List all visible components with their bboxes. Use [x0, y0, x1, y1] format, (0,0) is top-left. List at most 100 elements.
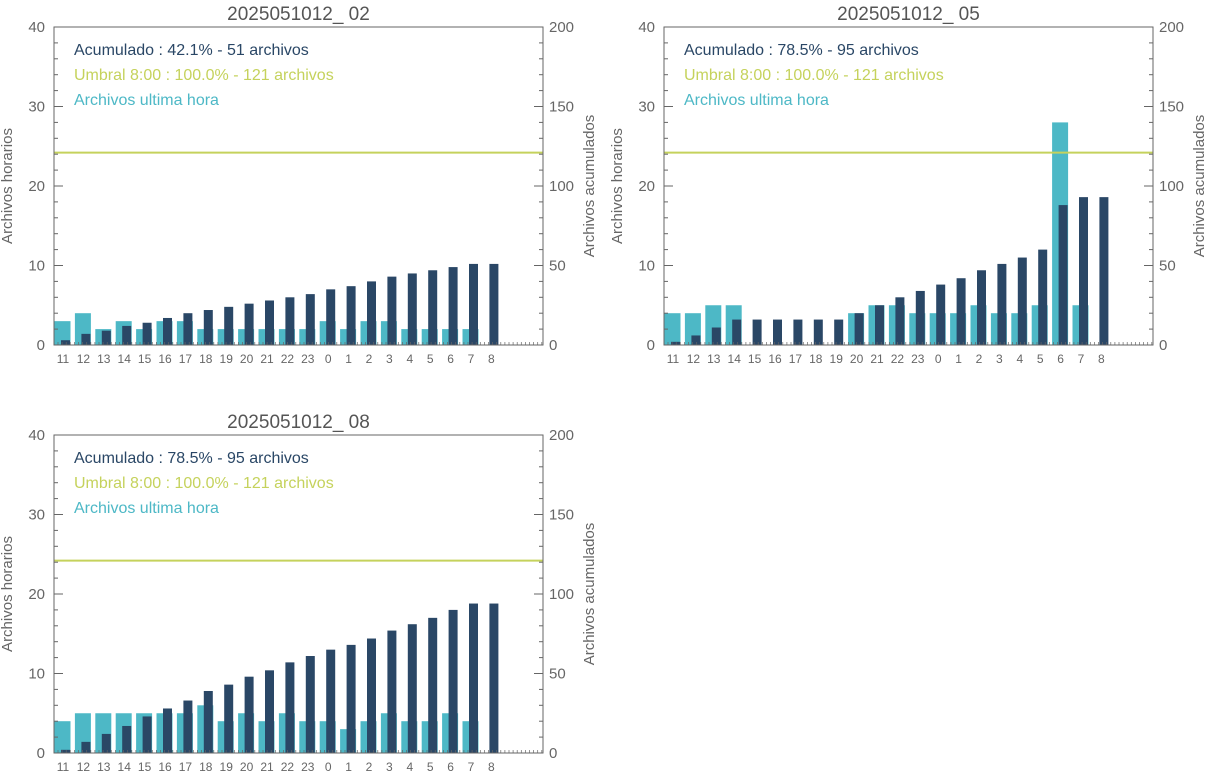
x-tick-label: 20 [850, 352, 864, 366]
y2-tick-label: 200 [549, 427, 574, 444]
accumulated-bar [387, 630, 397, 753]
y2-axis-label: Archivos acumulados [581, 115, 598, 258]
legend-entry: Archivos ultima hora [74, 500, 219, 517]
y2-tick-label: 200 [1159, 19, 1184, 36]
legend-entry: Acumulado : 78.5% - 95 archivos [74, 450, 309, 467]
accumulated-bar [936, 284, 946, 345]
y-tick-label: 10 [28, 666, 45, 683]
x-tick-label: 5 [427, 352, 434, 366]
hourly-bar [54, 721, 71, 753]
y-axis-label: Archivos horarios [609, 128, 626, 244]
x-tick-label: 12 [77, 760, 91, 771]
x-tick-label: 17 [179, 352, 193, 366]
accumulated-bar [61, 749, 70, 753]
y-tick-label: 10 [638, 258, 655, 275]
accumulated-bar [407, 273, 417, 345]
x-tick-label: 18 [199, 760, 213, 771]
y2-tick-label: 200 [549, 19, 574, 36]
x-tick-label: 12 [77, 352, 91, 366]
y-tick-label: 30 [28, 99, 45, 116]
accumulated-bar [1017, 257, 1027, 345]
x-tick-label: 7 [468, 352, 475, 366]
x-tick-label: 11 [667, 352, 680, 366]
accumulated-bar [346, 286, 356, 345]
accumulated-bar [956, 278, 966, 345]
y-axis-label: Archivos horarios [0, 128, 16, 244]
y-tick-label: 40 [28, 427, 45, 444]
x-tick-label: 2 [366, 352, 373, 366]
x-tick-label: 16 [158, 760, 172, 771]
accumulated-bar [326, 649, 336, 753]
accumulated-bar [285, 297, 295, 345]
y-tick-label: 0 [37, 745, 45, 762]
y2-tick-label: 150 [549, 507, 574, 524]
y2-tick-label: 150 [549, 99, 574, 116]
accumulated-bar [244, 676, 254, 753]
x-tick-label: 1 [345, 352, 352, 366]
y2-tick-label: 50 [1159, 258, 1176, 275]
accumulated-bar [142, 322, 152, 345]
accumulated-bar [1099, 197, 1109, 345]
accumulated-bar [997, 263, 1007, 345]
accumulated-bar [773, 319, 782, 345]
x-tick-label: 17 [179, 760, 193, 771]
accumulated-bar [711, 327, 721, 345]
x-tick-label: 22 [281, 760, 295, 771]
x-tick-label: 4 [1016, 352, 1023, 366]
accumulated-bar [224, 306, 234, 345]
x-tick-label: 20 [240, 760, 254, 771]
y-tick-label: 20 [28, 178, 45, 195]
y2-tick-label: 50 [549, 666, 566, 683]
accumulated-bar [326, 289, 336, 345]
accumulated-bar [183, 313, 193, 345]
legend-entry: Umbral 8:00 : 100.0% - 121 archivos [74, 475, 334, 492]
accumulated-bar [732, 319, 742, 345]
accumulated-bar [834, 319, 844, 345]
legend-entry: Umbral 8:00 : 100.0% - 121 archivos [74, 67, 334, 84]
x-tick-label: 6 [1057, 352, 1064, 366]
accumulated-bar [691, 335, 701, 345]
y-tick-label: 0 [647, 337, 655, 354]
x-tick-label: 0 [325, 352, 332, 366]
accumulated-bar [489, 603, 499, 753]
accumulated-bar [183, 700, 193, 753]
legend-entry: Umbral 8:00 : 100.0% - 121 archivos [684, 67, 944, 84]
accumulated-bar [448, 267, 458, 345]
x-tick-label: 22 [891, 352, 905, 366]
x-tick-label: 15 [138, 760, 152, 771]
accumulated-bar [163, 317, 172, 345]
y-tick-label: 40 [28, 19, 45, 36]
x-tick-label: 19 [830, 352, 844, 366]
accumulated-bar [489, 263, 499, 345]
y-tick-label: 0 [37, 337, 45, 354]
accumulated-bar [915, 290, 925, 345]
x-tick-label: 12 [687, 352, 701, 366]
y2-tick-label: 0 [549, 745, 557, 762]
x-tick-label: 8 [488, 352, 495, 366]
x-tick-label: 21 [260, 760, 274, 771]
x-tick-label: 23 [911, 352, 925, 366]
x-tick-label: 1 [345, 760, 352, 771]
x-tick-label: 19 [220, 760, 234, 771]
accumulated-bar [101, 330, 111, 345]
accumulated-bar [203, 690, 213, 753]
x-tick-label: 2 [366, 760, 373, 771]
x-tick-label: 21 [260, 352, 274, 366]
accumulated-bar [163, 708, 172, 753]
accumulated-bar [1058, 205, 1068, 345]
x-tick-label: 3 [386, 760, 393, 771]
y2-axis-label: Archivos acumulados [1191, 115, 1206, 258]
accumulated-bar [305, 656, 315, 753]
accumulated-bar [428, 617, 438, 753]
y-tick-label: 20 [638, 178, 655, 195]
y2-tick-label: 100 [1159, 178, 1184, 195]
legend-entry: Archivos ultima hora [74, 92, 219, 109]
accumulated-bar [61, 340, 70, 345]
accumulated-bar [81, 741, 91, 753]
accumulated-bar [81, 333, 91, 345]
x-tick-label: 13 [97, 352, 111, 366]
